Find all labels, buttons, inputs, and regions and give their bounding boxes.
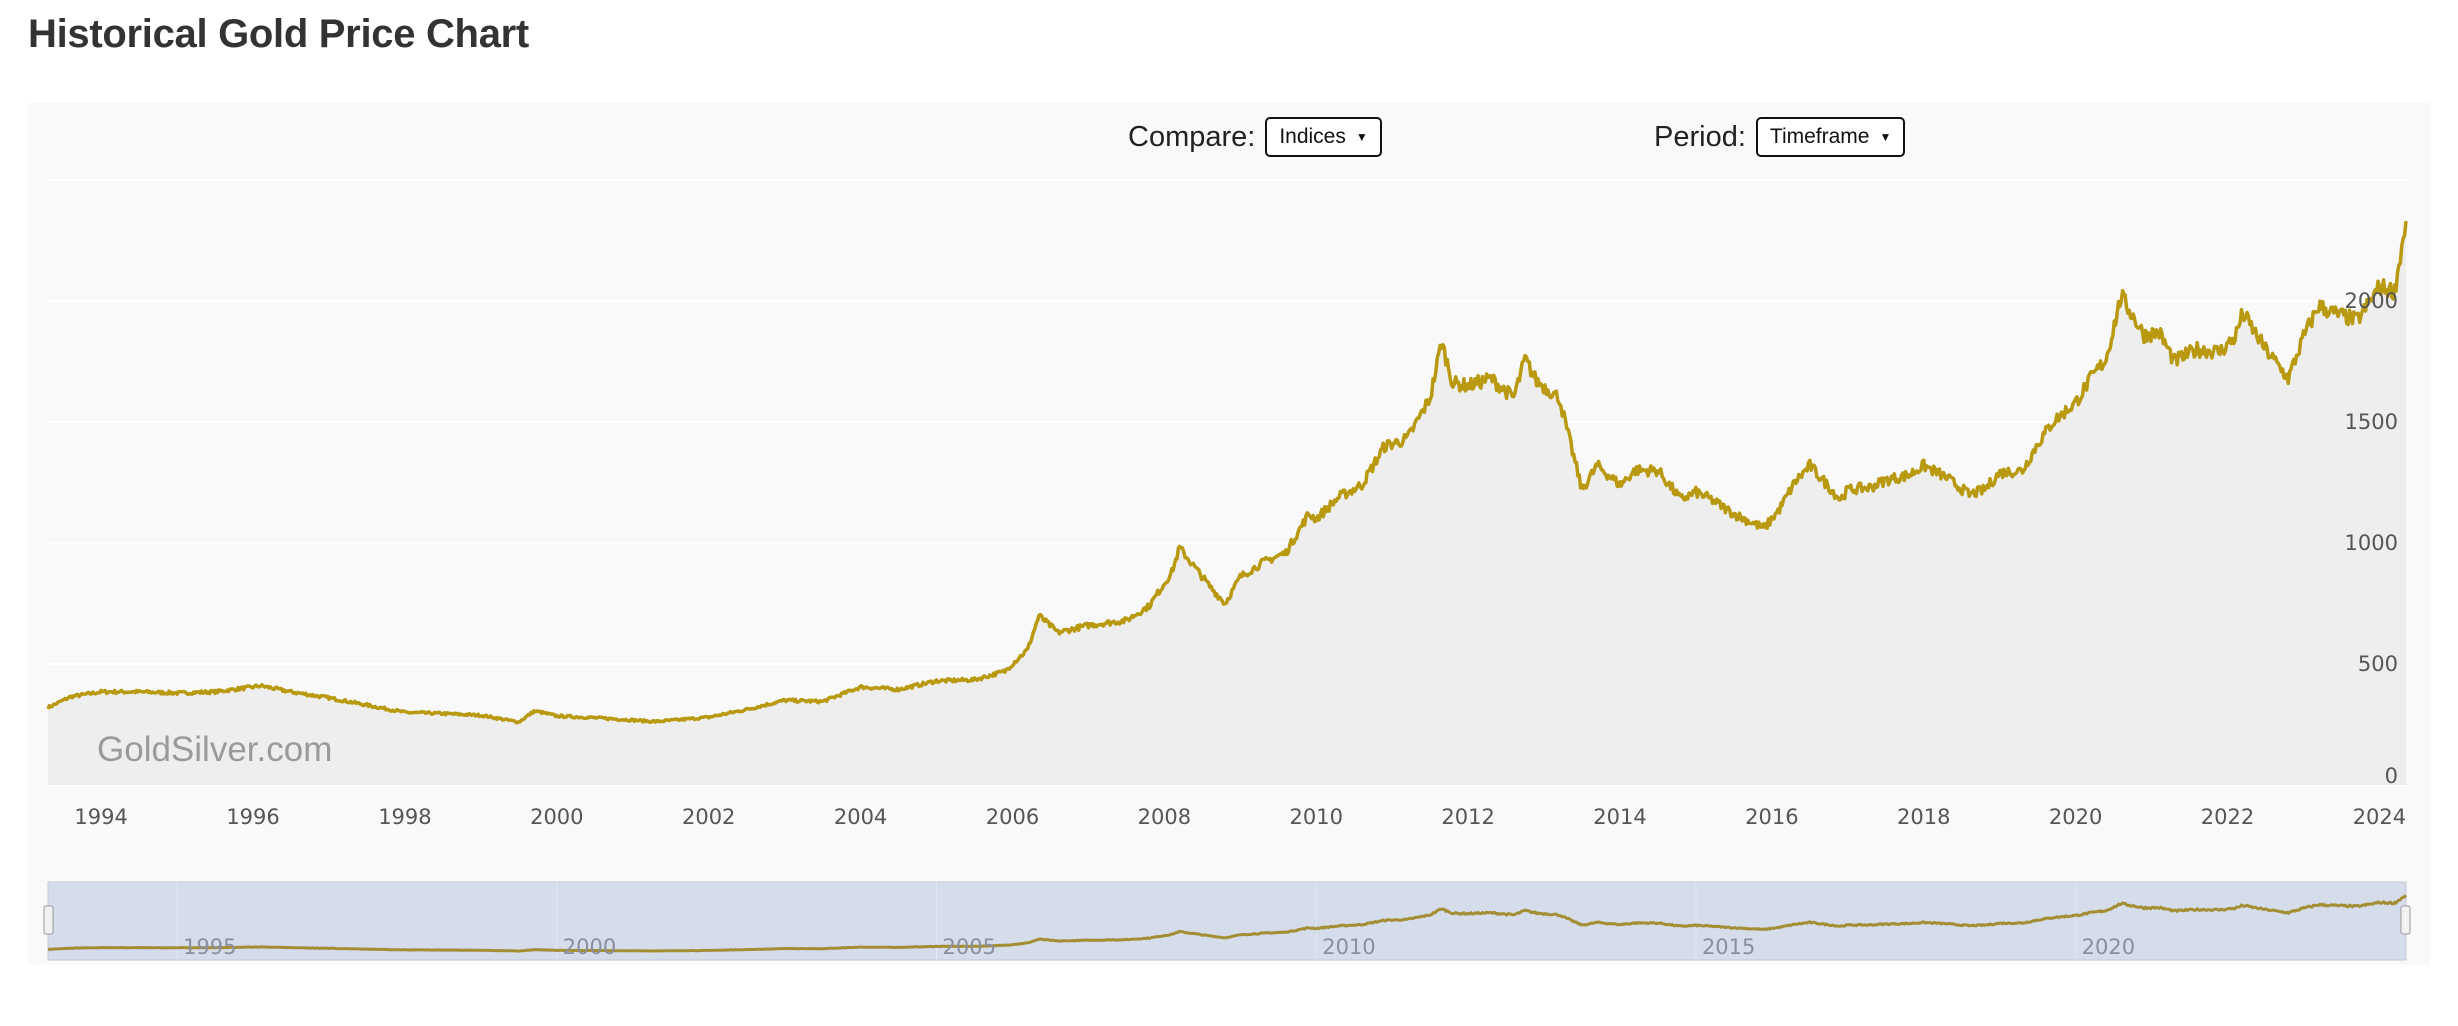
compare-control: Compare: Indices ▼ — [1128, 116, 1382, 158]
y-axis-labels: 0 500 1000 1500 2000 — [2345, 289, 2398, 788]
x-tick-label: 2016 — [1745, 805, 1798, 829]
navigator-tick-label: 2015 — [1702, 935, 1755, 959]
navigator-labels: 1995 2000 2005 2010 2015 2020 — [183, 935, 2135, 959]
y-tick-label: 1500 — [2345, 410, 2398, 434]
navigator-tick-label: 1995 — [183, 935, 236, 959]
y-tick-label: 0 — [2385, 764, 2398, 788]
x-axis-labels: 1994 1996 1998 2000 2002 2004 2006 2008 2010 2012… — [74, 805, 2406, 829]
x-tick-label: 1998 — [378, 805, 431, 829]
navigator-tick-label: 2010 — [1322, 935, 1375, 959]
watermark: GoldSilver.com — [97, 730, 332, 769]
navigator-tick-label: 2000 — [563, 935, 616, 959]
navigator[interactable]: 1995 2000 2005 2010 2015 2020 — [43, 881, 2411, 961]
x-tick-label: 2010 — [1290, 805, 1343, 829]
caret-down-icon: ▼ — [1355, 130, 1368, 144]
compare-dropdown[interactable]: Indices ▼ — [1265, 117, 1382, 157]
x-tick-label: 2020 — [2049, 805, 2102, 829]
x-tick-label: 2006 — [986, 805, 1039, 829]
price-area-fill — [48, 221, 2406, 786]
compare-label: Compare: — [1128, 120, 1256, 153]
navigator-tick-label: 2005 — [943, 935, 996, 959]
x-tick-label: 2004 — [834, 805, 887, 829]
x-tick-label: 1994 — [74, 805, 127, 829]
x-tick-label: 2018 — [1897, 805, 1950, 829]
navigator-tick-label: 2020 — [2082, 935, 2135, 959]
price-series-line — [46, 220, 2408, 725]
navigator-series-line — [47, 894, 2408, 953]
x-tick-label: 1996 — [226, 805, 279, 829]
x-tick-label: 2024 — [2353, 805, 2406, 829]
page-title: Historical Gold Price Chart — [28, 12, 529, 56]
navigator-right-handle[interactable] — [2400, 905, 2411, 935]
x-tick-label: 2012 — [1441, 805, 1494, 829]
y-tick-label: 2000 — [2345, 289, 2398, 313]
period-label: Period: — [1654, 120, 1746, 153]
x-tick-label: 2014 — [1593, 805, 1646, 829]
y-tick-label: 500 — [2358, 652, 2398, 676]
x-tick-label: 2002 — [682, 805, 735, 829]
x-tick-label: 2008 — [1138, 805, 1191, 829]
period-dropdown[interactable]: Timeframe ▼ — [1755, 117, 1906, 157]
period-control: Period: Timeframe ▼ — [1654, 116, 1906, 158]
caret-down-icon: ▼ — [1879, 130, 1892, 144]
y-tick-label: 1000 — [2345, 531, 2398, 555]
x-tick-label: 2000 — [530, 805, 583, 829]
navigator-left-handle[interactable] — [43, 905, 54, 935]
x-tick-label: 2022 — [2201, 805, 2254, 829]
compare-dropdown-value: Indices — [1279, 125, 1346, 148]
navigator-selection[interactable] — [47, 881, 2407, 961]
period-dropdown-value: Timeframe — [1769, 125, 1870, 148]
